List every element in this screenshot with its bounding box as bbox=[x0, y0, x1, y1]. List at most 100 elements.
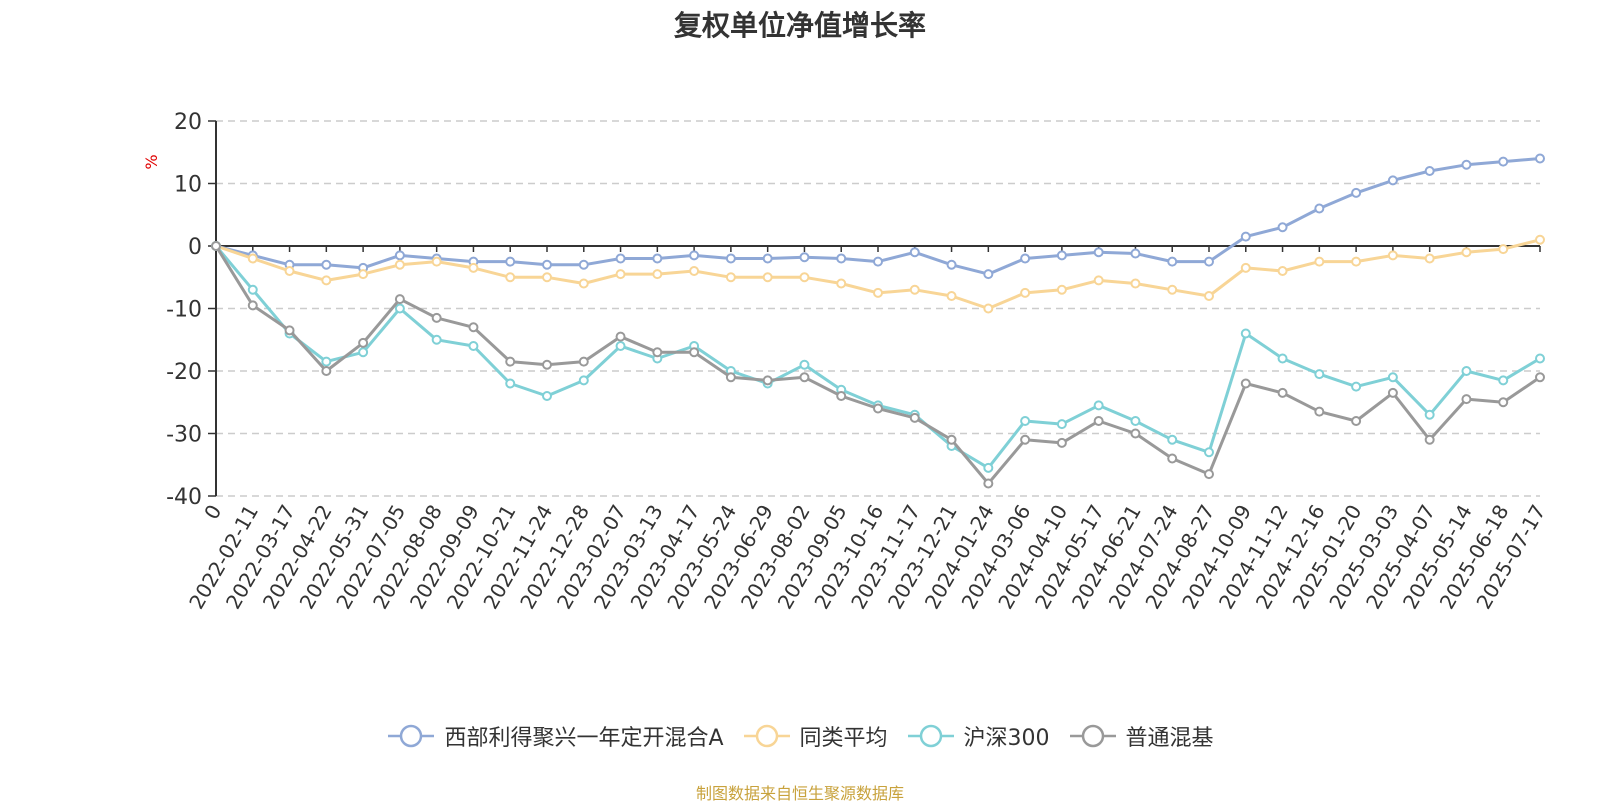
data-point bbox=[1351, 187, 1362, 198]
data-point bbox=[431, 334, 442, 345]
y-tick-label: -30 bbox=[166, 423, 202, 448]
data-point bbox=[836, 391, 847, 401]
line-chart: 20100-10-20-30-40%02022-02-112022-03-172… bbox=[142, 110, 1550, 613]
data-point bbox=[1498, 397, 1509, 408]
data-point bbox=[1461, 247, 1472, 258]
data-point bbox=[1020, 253, 1031, 264]
data-point bbox=[799, 372, 810, 383]
data-point bbox=[321, 356, 332, 367]
data-point bbox=[909, 247, 920, 258]
data-point bbox=[1130, 416, 1141, 426]
axes bbox=[208, 120, 1541, 497]
data-point bbox=[578, 278, 589, 289]
data-point bbox=[1056, 437, 1067, 448]
data-point bbox=[983, 269, 994, 280]
data-point bbox=[247, 300, 258, 311]
y-tick-label: -10 bbox=[166, 298, 202, 323]
data-point bbox=[431, 256, 442, 267]
data-point bbox=[836, 253, 847, 264]
data-point bbox=[1020, 434, 1031, 445]
legend-label: 沪深300 bbox=[963, 726, 1050, 751]
data-point bbox=[1056, 419, 1067, 430]
data-point bbox=[431, 312, 442, 323]
data-point bbox=[799, 359, 810, 370]
legend-label: 西部利得聚兴一年定开混合A bbox=[444, 726, 724, 751]
data-point bbox=[505, 272, 516, 283]
legend-label: 同类平均 bbox=[799, 726, 888, 751]
data-point bbox=[1204, 447, 1214, 458]
data-point bbox=[1314, 256, 1325, 267]
data-point bbox=[247, 253, 258, 264]
data-point bbox=[394, 250, 405, 261]
data-point bbox=[1277, 387, 1288, 398]
series-1 bbox=[211, 234, 1545, 314]
data-point bbox=[1424, 409, 1435, 420]
data-point bbox=[1240, 231, 1251, 242]
data-point bbox=[1498, 156, 1509, 167]
data-point bbox=[762, 272, 773, 283]
data-point bbox=[1204, 291, 1214, 301]
data-point bbox=[1387, 387, 1398, 398]
data-point bbox=[1020, 416, 1031, 426]
data-point bbox=[578, 259, 589, 270]
legend-swatch-icon bbox=[907, 724, 954, 748]
data-point bbox=[321, 275, 332, 286]
data-point bbox=[1093, 275, 1104, 286]
data-point bbox=[1167, 434, 1178, 445]
series-0 bbox=[211, 153, 1545, 280]
data-point bbox=[689, 266, 700, 276]
y-tick-label: 10 bbox=[174, 173, 202, 198]
data-point bbox=[542, 259, 552, 270]
data-point bbox=[909, 412, 920, 423]
data-point bbox=[983, 303, 994, 314]
data-point bbox=[1387, 250, 1398, 261]
y-tick-label: 20 bbox=[174, 110, 202, 135]
data-point bbox=[1204, 469, 1214, 480]
legend-item[interactable]: 沪深300 bbox=[906, 720, 1050, 752]
data-point bbox=[1461, 159, 1472, 170]
data-point bbox=[873, 256, 883, 267]
source-note: 制图数据来自恒生聚源数据库 bbox=[695, 784, 904, 803]
data-point bbox=[909, 284, 920, 295]
data-point bbox=[394, 303, 405, 314]
data-point bbox=[358, 269, 369, 280]
data-point bbox=[1130, 428, 1141, 439]
data-point bbox=[836, 278, 847, 289]
data-point bbox=[578, 375, 589, 386]
data-point bbox=[542, 272, 552, 283]
data-point bbox=[762, 375, 773, 386]
data-point bbox=[468, 341, 479, 351]
data-point bbox=[542, 391, 552, 401]
data-point bbox=[946, 259, 957, 270]
legend-item[interactable]: 普通混基 bbox=[1068, 720, 1214, 752]
data-point bbox=[1277, 266, 1288, 276]
data-point bbox=[983, 462, 994, 473]
data-point bbox=[1424, 253, 1435, 264]
data-point bbox=[652, 253, 663, 264]
data-point bbox=[1424, 434, 1435, 445]
data-point bbox=[358, 347, 369, 358]
x-tick-label: 0 bbox=[199, 501, 226, 524]
grid-lines bbox=[216, 120, 1540, 497]
data-point bbox=[1093, 416, 1104, 426]
data-point bbox=[725, 272, 736, 283]
legend-swatch-icon bbox=[743, 724, 790, 748]
data-point bbox=[1461, 366, 1472, 376]
data-point bbox=[505, 378, 516, 389]
data-point bbox=[983, 478, 994, 489]
data-point bbox=[1535, 153, 1545, 164]
data-point bbox=[394, 294, 405, 305]
legend-item[interactable]: 同类平均 bbox=[742, 720, 888, 752]
data-point bbox=[505, 256, 516, 267]
chart-title: 复权单位净值增长率 bbox=[673, 9, 926, 42]
data-point bbox=[1277, 353, 1288, 364]
y-tick-label: -40 bbox=[166, 485, 202, 510]
data-point bbox=[1351, 416, 1362, 426]
legend-item[interactable]: 西部利得聚兴一年定开混合A bbox=[386, 720, 724, 752]
data-point bbox=[946, 291, 957, 301]
data-point bbox=[1535, 353, 1545, 364]
data-point bbox=[321, 366, 332, 376]
data-point bbox=[1314, 369, 1325, 380]
data-point bbox=[873, 287, 883, 298]
data-point bbox=[1351, 256, 1362, 267]
